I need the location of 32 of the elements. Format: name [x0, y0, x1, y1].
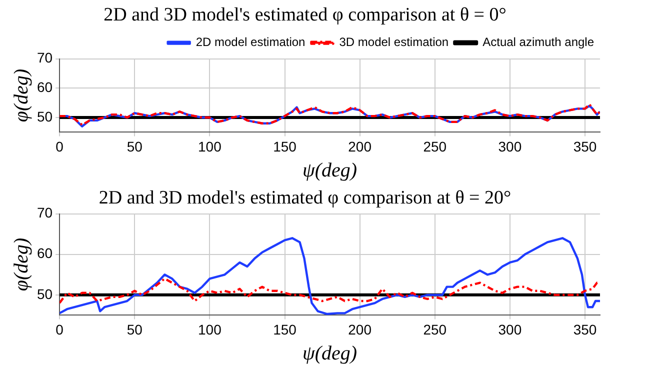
x-tick-label: 0: [56, 321, 64, 338]
x-axis-title: ψ(deg): [302, 342, 358, 364]
x-tick-label: 350: [573, 321, 597, 338]
x-tick-label: 100: [198, 138, 222, 154]
x-tick-label: 150: [273, 138, 297, 154]
x-tick-label: 250: [423, 321, 447, 338]
x-tick-label: 300: [498, 138, 522, 154]
legend-label: 2D model estimation: [196, 35, 306, 50]
x-tick-label: 300: [498, 321, 522, 338]
y-tick-label: 70: [36, 50, 53, 66]
y-tick-label: 50: [36, 286, 53, 302]
chart-title: 2D and 3D model's estimated φ comparison at θ = 20°: [98, 187, 512, 208]
x-tick-label: 150: [273, 321, 297, 338]
x-tick-label: 50: [126, 321, 143, 338]
y-tick-label: 60: [36, 245, 53, 262]
x-tick-label: 0: [56, 138, 64, 154]
legend-label: 3D model estimation: [339, 35, 449, 50]
x-tick-label: 200: [348, 321, 372, 338]
y-axis-title: φ(deg): [10, 68, 32, 122]
x-tick-label: 200: [348, 138, 372, 154]
x-tick-label: 50: [126, 138, 143, 154]
x-axis-title: ψ(deg): [302, 159, 358, 182]
x-tick-label: 350: [573, 138, 597, 154]
line-series: [60, 278, 600, 304]
y-tick-label: 60: [36, 79, 53, 96]
legend-label: Actual azimuth angle: [482, 35, 594, 50]
y-tick-label: 70: [36, 204, 53, 221]
y-tick-label: 50: [36, 108, 53, 124]
x-tick-label: 100: [198, 321, 222, 338]
x-tick-label: 250: [423, 138, 447, 154]
y-axis-title: φ(deg): [10, 238, 32, 292]
chart-title: 2D and 3D model's estimated φ comparison at θ = 0°: [104, 4, 506, 26]
